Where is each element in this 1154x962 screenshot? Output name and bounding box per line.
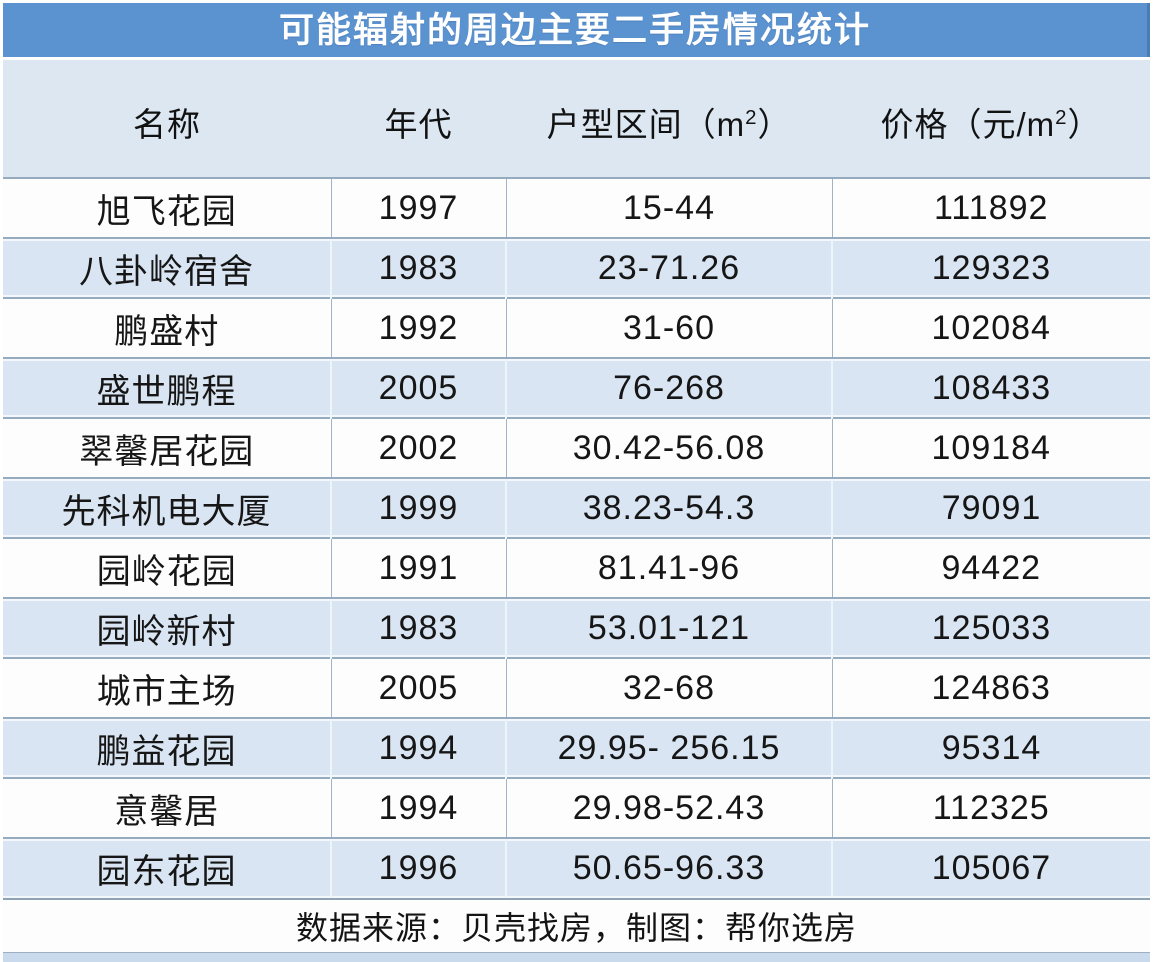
cell-name: 旭飞花园: [3, 177, 331, 238]
cell-price: 112325: [831, 777, 1150, 838]
cell-name: 鹏益花园: [3, 717, 331, 778]
cell-name: 园岭新村: [3, 597, 331, 658]
cell-range: 29.98-52.43: [505, 777, 832, 838]
cell-year: 1999: [330, 477, 506, 538]
footer-bar: 数据来源：贝壳找房，制图：帮你选房: [3, 898, 1150, 952]
cell-price: 125033: [831, 597, 1150, 658]
cell-range: 15-44: [505, 177, 832, 238]
cell-price: 129323: [831, 237, 1150, 298]
table-row: 鹏盛村 1992 31-60 102084: [3, 297, 1150, 358]
cell-range: 76-268: [505, 357, 832, 418]
cell-name: 意馨居: [3, 777, 331, 838]
table-row: 先科机电大厦 1999 38.23-54.3 79091: [3, 477, 1150, 538]
cell-price: 109184: [831, 417, 1150, 478]
cell-price: 108433: [831, 357, 1150, 418]
table-row: 翠馨居花园 2002 30.42-56.08 109184: [3, 417, 1150, 478]
housing-stats-table: 名称 年代 户型区间（m2） 价格（元/m2） 旭飞花园 1997 15-44 …: [3, 60, 1150, 898]
table-body: 旭飞花园 1997 15-44 111892 八卦岭宿舍 1983 23-71.…: [3, 177, 1150, 898]
cell-range: 53.01-121: [505, 597, 832, 658]
cell-range: 31-60: [505, 297, 832, 358]
cell-price: 79091: [831, 477, 1150, 538]
column-header-name: 名称: [3, 60, 331, 178]
table-row: 旭飞花园 1997 15-44 111892: [3, 177, 1150, 238]
table-row: 八卦岭宿舍 1983 23-71.26 129323: [3, 237, 1150, 298]
cell-year: 1983: [330, 597, 506, 658]
table-row: 盛世鹏程 2005 76-268 108433: [3, 357, 1150, 418]
cell-year: 1994: [330, 717, 506, 778]
cell-name: 先科机电大厦: [3, 477, 331, 538]
cell-price: 111892: [831, 177, 1150, 238]
cell-year: 2005: [330, 357, 506, 418]
cell-price: 102084: [831, 297, 1150, 358]
bottom-strip: [3, 952, 1150, 962]
cell-name: 盛世鹏程: [3, 357, 331, 418]
cell-price: 95314: [831, 717, 1150, 778]
cell-price: 124863: [831, 657, 1150, 718]
cell-year: 2005: [330, 657, 506, 718]
header-row: 名称 年代 户型区间（m2） 价格（元/m2）: [3, 60, 1150, 178]
superscript-2: 2: [745, 106, 758, 129]
cell-year: 1996: [330, 837, 506, 898]
cell-name: 城市主场: [3, 657, 331, 718]
table-row: 园岭花园 1991 81.41-96 94422: [3, 537, 1150, 598]
cell-year: 1983: [330, 237, 506, 298]
table-row: 园岭新村 1983 53.01-121 125033: [3, 597, 1150, 658]
cell-year: 1992: [330, 297, 506, 358]
cell-price: 105067: [831, 837, 1150, 898]
cell-range: 29.95- 256.15: [505, 717, 832, 778]
title-bar: 可能辐射的周边主要二手房情况统计: [3, 3, 1150, 57]
table-row: 意馨居 1994 29.98-52.43 112325: [3, 777, 1150, 838]
column-header-year-label: 年代: [384, 106, 453, 143]
cell-range: 81.41-96: [505, 537, 832, 598]
column-header-price: 价格（元/m2）: [880, 106, 1102, 143]
cell-range: 30.42-56.08: [505, 417, 832, 478]
cell-year: 2002: [330, 417, 506, 478]
table-row: 城市主场 2005 32-68 124863: [3, 657, 1150, 718]
cell-name: 园东花园: [3, 837, 331, 898]
cell-year: 1997: [330, 177, 506, 238]
cell-range: 23-71.26: [505, 237, 832, 298]
page-title: 可能辐射的周边主要二手房情况统计: [278, 10, 871, 50]
source-note: 数据来源：贝壳找房，制图：帮你选房: [295, 910, 857, 946]
cell-year: 1994: [330, 777, 506, 838]
cell-name: 八卦岭宿舍: [3, 237, 331, 298]
table-header: 名称 年代 户型区间（m2） 价格（元/m2）: [3, 60, 1150, 178]
cell-name: 鹏盛村: [3, 297, 331, 358]
column-header-year: 年代: [331, 60, 506, 178]
superscript-2: 2: [1055, 106, 1068, 129]
cell-range: 38.23-54.3: [505, 477, 832, 538]
cell-range: 50.65-96.33: [505, 837, 832, 898]
cell-range: 32-68: [505, 657, 832, 718]
column-header-range: 户型区间（m2）: [546, 106, 792, 143]
column-header-name-label: 名称: [133, 106, 201, 143]
cell-name: 园岭花园: [3, 537, 331, 598]
table-row: 鹏益花园 1994 29.95- 256.15 95314: [3, 717, 1150, 778]
cell-name: 翠馨居花园: [3, 417, 331, 478]
cell-price: 94422: [831, 537, 1150, 598]
cell-year: 1991: [330, 537, 506, 598]
table-row: 园东花园 1996 50.65-96.33 105067: [3, 837, 1150, 898]
